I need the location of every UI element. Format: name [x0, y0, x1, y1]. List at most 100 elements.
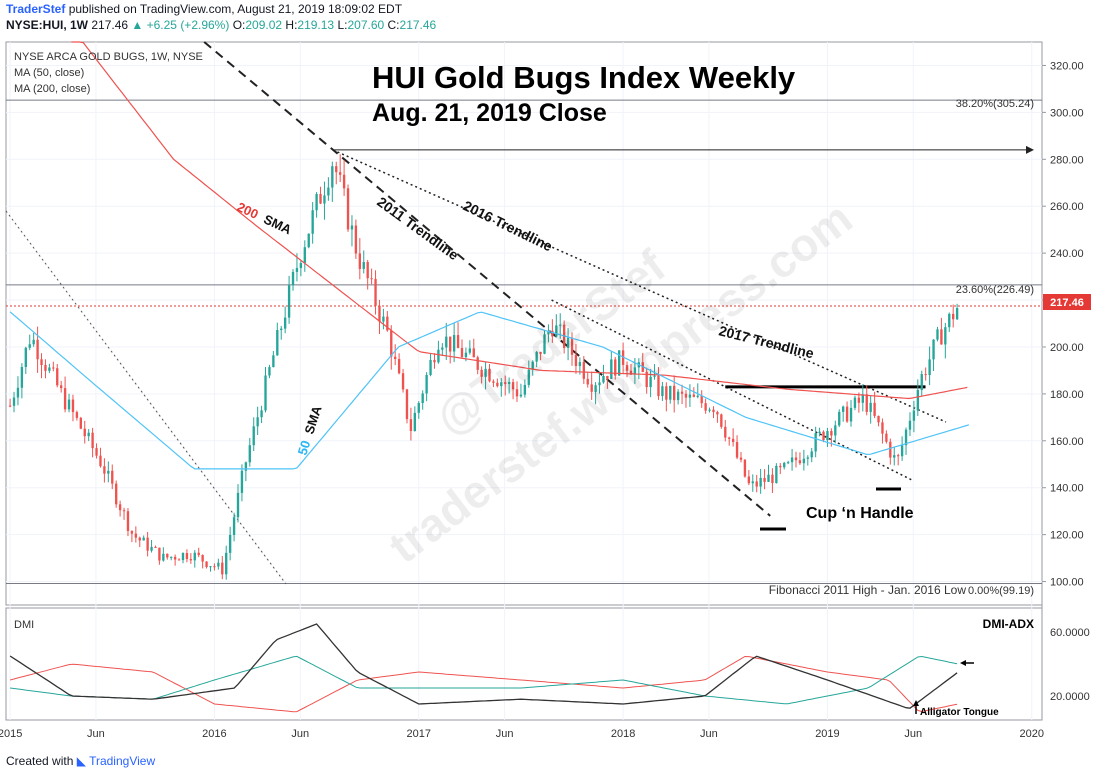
candle-body: [409, 419, 413, 432]
candle-body: [386, 316, 389, 331]
dmi-legend[interactable]: DMI: [14, 619, 34, 631]
adx-line: [9, 623, 958, 709]
label-2017-trendline: 2017 Trendline: [717, 322, 815, 361]
candle-body: [394, 356, 397, 360]
candle-body: [763, 477, 766, 482]
ma200-legend[interactable]: MA (200, close): [14, 83, 90, 95]
candle-body: [232, 517, 236, 535]
candle-body: [779, 465, 782, 468]
candle-body: [834, 425, 837, 436]
candle-body: [598, 382, 601, 386]
candle-body: [669, 385, 672, 400]
tradingview-link[interactable]: TradingView: [89, 754, 156, 768]
candle-body: [362, 262, 365, 269]
candle-body: [527, 369, 530, 385]
candle-body: [826, 431, 829, 441]
candle-body: [673, 385, 676, 401]
price-tick-label: 140.00: [1050, 483, 1084, 495]
chart-title: HUI Gold Bugs Index Weekly: [372, 60, 796, 95]
candle-body: [32, 339, 35, 345]
published-text: published on TradingView.com, August 21,…: [68, 2, 403, 16]
candle-body: [845, 406, 849, 422]
candle-body: [645, 371, 648, 388]
candle-body: [743, 459, 747, 477]
candle-body: [936, 329, 939, 340]
candle-body: [460, 348, 464, 358]
candle-body: [480, 369, 483, 377]
candle-body: [338, 172, 342, 175]
candle-body: [12, 397, 16, 406]
candle-body: [130, 531, 134, 534]
candle-body: [350, 225, 354, 230]
candle-body: [358, 253, 362, 269]
price-tick-label: 180.00: [1050, 389, 1084, 401]
time-tick-label: Jun: [496, 728, 514, 740]
candle-body: [869, 402, 872, 412]
candle-body: [708, 409, 711, 411]
candle-body: [138, 537, 141, 541]
candle-body: [225, 552, 228, 575]
candle-body: [193, 552, 196, 561]
candle-body: [142, 537, 145, 541]
candle-body: [181, 552, 185, 561]
candle-body: [437, 349, 440, 363]
candle-body: [315, 194, 318, 211]
candle-body: [523, 384, 527, 395]
candle-body: [728, 437, 731, 439]
candle-body: [794, 457, 798, 461]
candle-body: [122, 510, 126, 512]
label-50-sma: 50 SMA: [295, 403, 325, 457]
author-link[interactable]: TraderStef: [6, 2, 66, 16]
candle-body: [319, 194, 322, 204]
candle-body: [916, 389, 920, 411]
candle-body: [731, 438, 735, 443]
candle-body: [531, 361, 534, 370]
candle-body: [543, 334, 546, 354]
candle-body: [920, 374, 923, 390]
candle-body: [539, 351, 542, 354]
candle-body: [209, 566, 212, 568]
price-tick-label: 100.00: [1050, 577, 1084, 589]
candle-body: [908, 420, 912, 430]
candle-body: [700, 395, 703, 404]
candle-body: [307, 233, 310, 248]
candle-body: [952, 313, 955, 320]
candle-body: [838, 411, 841, 426]
price-tick-label: 160.00: [1050, 436, 1084, 448]
price-tick-label: 300.00: [1050, 107, 1084, 119]
last-price-tag: [1043, 294, 1091, 310]
candle-body: [16, 387, 20, 398]
candle-body: [484, 368, 487, 377]
candle-body: [515, 389, 519, 397]
candle-body: [818, 431, 821, 434]
candle-body: [264, 375, 267, 411]
ma50-legend[interactable]: MA (50, close): [14, 67, 84, 79]
long-term-trendline: [5, 210, 287, 585]
candle-body: [504, 382, 507, 384]
time-tick-label: 2019: [815, 728, 839, 740]
high-value: 219.13: [297, 18, 335, 32]
candle-body: [653, 375, 656, 377]
candle-body: [44, 365, 47, 371]
price-axis-labels: 100.00120.00140.00160.00180.00200.00220.…: [1042, 60, 1084, 589]
candle-body: [590, 384, 593, 392]
candle-body: [574, 354, 578, 367]
last-price-tag-text: 217.46: [1050, 297, 1084, 309]
candle-body: [684, 393, 688, 398]
dmi-tick-label: 60.0000: [1050, 627, 1090, 639]
candle-body: [739, 457, 743, 460]
time-tick-label: Jun: [87, 728, 105, 740]
symbol-label: NYSE:HUI, 1W: [6, 18, 89, 32]
candle-body: [492, 381, 495, 383]
candle-body: [146, 537, 149, 551]
candle-body: [327, 187, 330, 196]
price-tick-label: 260.00: [1050, 201, 1084, 213]
candle-body: [692, 394, 696, 397]
candle-body: [535, 351, 538, 362]
dmi-adx-label: DMI-ADX: [983, 617, 1034, 631]
candle-body: [955, 308, 959, 320]
candle-body: [107, 470, 110, 474]
candle-body: [283, 317, 287, 329]
candle-body: [810, 451, 813, 458]
